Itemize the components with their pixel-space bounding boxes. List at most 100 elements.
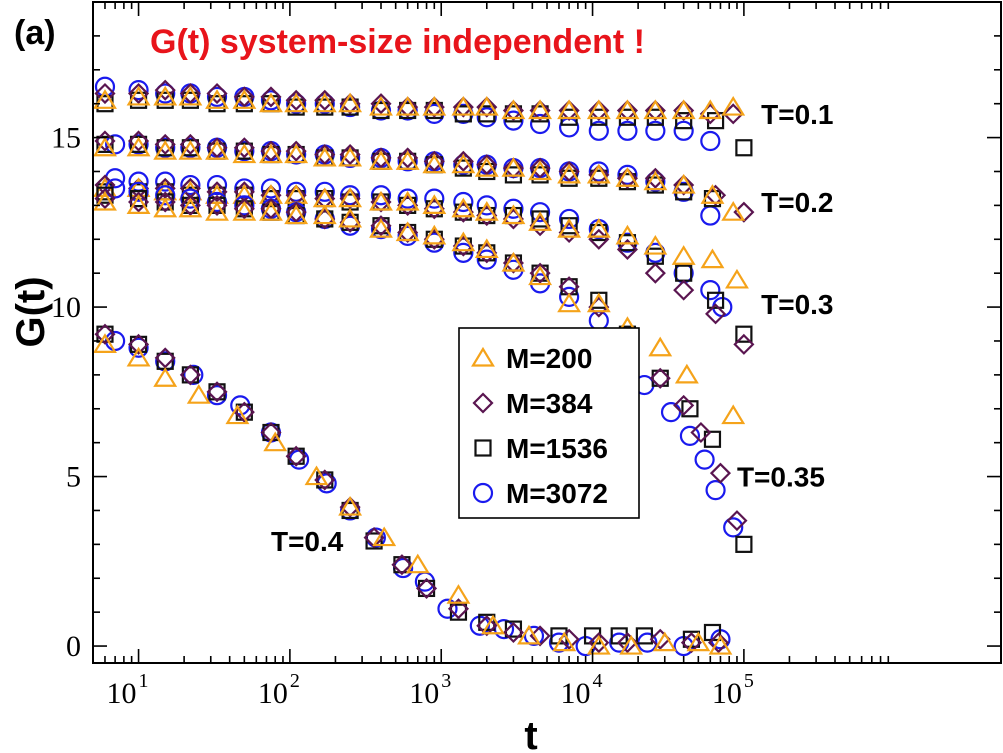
data-point — [395, 150, 420, 170]
data-point — [93, 136, 117, 157]
legend-label: M=3072 — [506, 478, 608, 509]
data-point — [126, 85, 151, 106]
data-point — [286, 181, 307, 202]
data-point — [129, 190, 148, 208]
data-point — [673, 279, 695, 301]
data-point — [395, 221, 420, 242]
data-point — [263, 431, 288, 452]
data-point — [481, 614, 505, 635]
data-point — [314, 143, 336, 166]
data-point — [686, 631, 711, 652]
data-point — [528, 99, 553, 120]
data-point — [675, 264, 693, 282]
legend-marker — [472, 482, 494, 504]
data-point — [154, 133, 176, 155]
data-point — [501, 156, 526, 177]
data-point — [206, 137, 228, 159]
data-point — [503, 110, 524, 131]
data-point — [474, 95, 499, 116]
data-point — [178, 140, 203, 160]
data-point — [397, 188, 418, 209]
data-point — [395, 95, 420, 116]
data-point — [206, 181, 228, 203]
data-point — [340, 96, 361, 118]
data-point — [588, 632, 610, 654]
x-tick-label: 10 — [561, 677, 591, 710]
data-point — [183, 364, 204, 385]
data-point — [340, 500, 361, 521]
data-point — [615, 167, 640, 187]
curve-labels: T=0.1 T=0.2 T=0.3 T=0.35 T=0.4 — [271, 99, 834, 557]
data-point — [154, 191, 176, 213]
panel-label: (a) — [14, 14, 56, 52]
data-point — [679, 425, 701, 446]
data-point — [397, 100, 418, 121]
data-point — [700, 184, 725, 204]
data-point — [179, 82, 201, 105]
data-point — [397, 147, 419, 169]
data-point — [725, 268, 749, 289]
data-point — [205, 89, 229, 109]
data-point — [395, 190, 420, 211]
data-point — [453, 191, 474, 213]
data-point — [446, 584, 471, 604]
data-point — [721, 201, 746, 221]
data-point — [705, 303, 727, 325]
x-tick-label: 10 — [409, 677, 439, 710]
data-point — [671, 99, 696, 120]
data-point — [644, 99, 666, 122]
data-point — [370, 185, 392, 206]
data-point — [478, 613, 496, 631]
data-point — [588, 120, 609, 141]
data-point — [397, 221, 419, 244]
data-point — [705, 480, 726, 501]
data-point — [178, 85, 203, 106]
data-point — [338, 207, 363, 228]
data-point — [233, 137, 255, 159]
data-point — [423, 96, 445, 118]
data-point — [206, 381, 228, 403]
data-point — [314, 89, 336, 111]
data-point — [284, 204, 309, 225]
data-point — [673, 394, 695, 416]
data-point — [452, 96, 474, 118]
data-point — [451, 95, 476, 116]
data-point — [153, 85, 178, 106]
data-point — [339, 188, 361, 210]
data-point — [339, 143, 361, 166]
data-point — [615, 99, 640, 120]
data-point — [528, 160, 553, 181]
data-point — [645, 120, 666, 141]
data-point — [690, 421, 712, 444]
data-point — [128, 80, 149, 101]
data-point — [528, 265, 553, 286]
data-point — [474, 201, 499, 221]
data-point — [706, 112, 725, 130]
data-point — [233, 198, 255, 220]
data-point — [422, 194, 447, 214]
data-point — [424, 188, 445, 209]
data-point — [648, 336, 673, 357]
data-point — [501, 99, 526, 120]
data-point — [179, 133, 201, 155]
data-point — [722, 103, 744, 125]
data-point — [422, 95, 447, 116]
data-point — [232, 89, 257, 109]
data-point — [616, 167, 638, 189]
data-point — [126, 194, 151, 214]
data-point — [529, 157, 551, 179]
data-point — [586, 163, 611, 184]
data-point — [312, 92, 337, 113]
data-point — [694, 449, 715, 470]
data-point — [673, 263, 694, 284]
data-point — [733, 333, 755, 355]
data-point — [234, 141, 255, 162]
data-point — [206, 82, 228, 105]
data-point — [312, 204, 337, 225]
data-point — [370, 93, 392, 115]
data-point — [340, 185, 361, 206]
data-point — [476, 249, 497, 270]
data-point — [369, 190, 393, 211]
data-point — [288, 449, 310, 470]
